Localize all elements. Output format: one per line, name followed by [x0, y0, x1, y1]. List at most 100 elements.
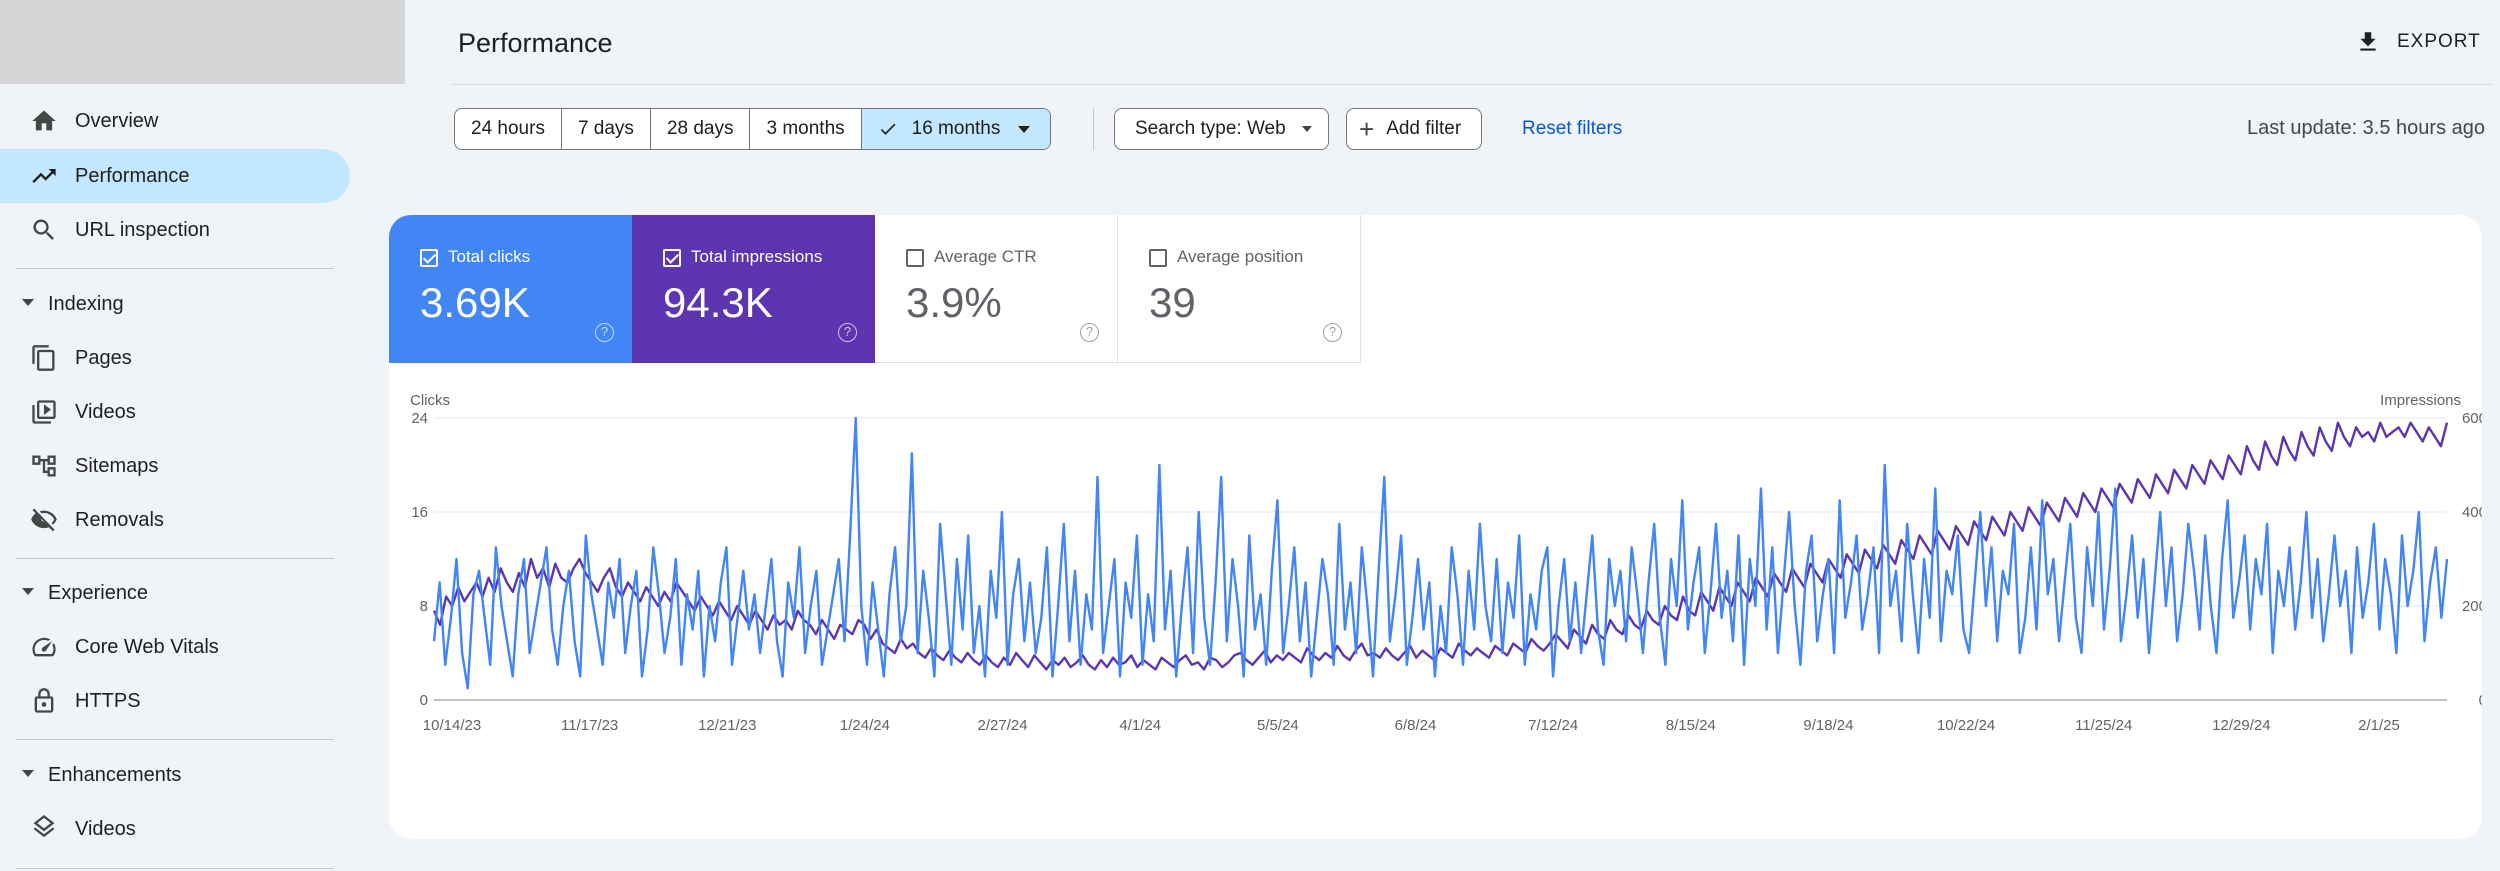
sidebar-divider [16, 739, 334, 740]
section-label: Indexing [48, 292, 124, 315]
sidebar-item-overview[interactable]: Overview [0, 94, 350, 148]
page-title: Performance [458, 28, 613, 58]
right-axis-label: Impressions [2380, 392, 2461, 409]
right-tick-label: 0 [2479, 692, 2482, 709]
video-file-icon [32, 400, 56, 424]
left-tick-label: 8 [420, 598, 428, 615]
section-experience[interactable]: Experience [0, 566, 350, 620]
checkbox-checked[interactable] [663, 249, 681, 267]
chart-grid [434, 417, 2447, 701]
home-icon [32, 110, 56, 131]
pages-icon [32, 345, 55, 371]
sidebar-item-label: URL inspection [75, 218, 210, 241]
checkbox-checked[interactable] [420, 249, 438, 267]
section-label: Experience [48, 581, 149, 604]
performance-card: Total clicks 3.69K ? Total impressions 9… [389, 215, 2482, 839]
help-icon[interactable]: ? [595, 323, 614, 342]
metric-total-impressions[interactable]: Total impressions 94.3K ? [632, 215, 875, 363]
sidebar-divider [16, 268, 334, 269]
trending-up-icon [32, 169, 56, 183]
add-filter-label: Add filter [1386, 118, 1462, 139]
sidebar-item-label: HTTPS [75, 689, 141, 712]
sitemap-icon [32, 455, 56, 477]
range-3-months[interactable]: 3 months [750, 109, 862, 149]
x-tick-label: 9/18/24 [1803, 717, 1853, 734]
property-selector-area[interactable] [0, 0, 405, 84]
checkbox-unchecked[interactable] [906, 249, 924, 267]
clicks-series-line [432, 416, 2449, 690]
range-28-days[interactable]: 28 days [651, 109, 751, 149]
metric-label: Average position [1177, 247, 1304, 266]
header-divider [452, 84, 2492, 85]
range-16-months[interactable]: 16 months [861, 109, 1051, 149]
check-icon [880, 123, 896, 135]
sidebar-item-label: Performance [75, 164, 190, 187]
caret-down-icon [22, 588, 34, 595]
help-icon[interactable]: ? [1323, 323, 1342, 342]
metric-average-position[interactable]: Average position 39 ? [1118, 215, 1361, 363]
add-filter-button[interactable]: + Add filter [1346, 108, 1483, 150]
export-button[interactable]: EXPORT [2355, 24, 2481, 60]
reset-filters-link[interactable]: Reset filters [1522, 118, 1623, 139]
x-tick-label: 11/17/23 [561, 717, 618, 734]
performance-chart[interactable]: Clicks Impressions 0 0 8 200 16 400 24 600 10/1… [389, 363, 2482, 839]
section-enhancements[interactable]: Enhancements [0, 748, 350, 802]
x-tick-label: 7/12/24 [1528, 717, 1578, 734]
help-icon[interactable]: ? [1080, 323, 1099, 342]
range-label: 16 months [911, 118, 1001, 139]
sidebar: Overview Performance URL inspection Inde… [0, 0, 405, 871]
help-icon[interactable]: ? [838, 323, 857, 342]
metric-label: Average CTR [934, 247, 1037, 266]
sidebar-item-pages[interactable]: Pages [0, 331, 350, 385]
sidebar-item-performance[interactable]: Performance [0, 149, 350, 203]
download-icon [2360, 32, 2376, 51]
x-tick-label: 12/21/23 [698, 717, 756, 734]
metric-value: 3.69K [420, 279, 530, 326]
metric-label: Total impressions [691, 247, 823, 266]
left-tick-label: 0 [420, 692, 428, 709]
checkbox-unchecked[interactable] [1149, 249, 1167, 267]
sidebar-item-label: Sitemaps [75, 454, 159, 477]
sidebar-item-removals[interactable]: Removals [0, 493, 350, 547]
sidebar-item-label: Removals [75, 508, 164, 531]
x-tick-label: 10/22/24 [1937, 717, 1995, 734]
plus-icon: + [1359, 114, 1375, 144]
x-tick-label: 12/29/24 [2212, 717, 2270, 734]
section-indexing[interactable]: Indexing [0, 277, 350, 331]
x-tick-label: 6/8/24 [1395, 717, 1437, 734]
sidebar-item-label: Videos [75, 817, 136, 840]
sidebar-item-url-inspection[interactable]: URL inspection [0, 203, 350, 257]
caret-down-icon [22, 770, 34, 777]
speed-gauge-icon [32, 637, 56, 657]
x-tick-label: 2/27/24 [978, 717, 1028, 734]
sidebar-item-sitemaps[interactable]: Sitemaps [0, 439, 350, 493]
x-tick-label: 5/5/24 [1257, 717, 1299, 734]
right-tick-label: 400 [2462, 504, 2482, 521]
metric-value: 3.9% [906, 279, 1002, 326]
sidebar-item-videos[interactable]: Videos [0, 385, 350, 439]
left-tick-label: 16 [411, 504, 428, 521]
metric-total-clicks[interactable]: Total clicks 3.69K ? [389, 215, 632, 363]
left-tick-label: 24 [411, 410, 428, 427]
sidebar-item-label: Pages [75, 346, 132, 369]
search-type-filter[interactable]: Search type: Web [1114, 108, 1329, 150]
x-tick-label: 11/25/24 [2075, 717, 2132, 734]
sidebar-item-core-web-vitals[interactable]: Core Web Vitals [0, 620, 350, 674]
sidebar-item-label: Core Web Vitals [75, 635, 219, 658]
x-tick-label: 8/15/24 [1666, 717, 1716, 734]
visibility-off-icon [31, 508, 57, 532]
metric-value: 94.3K [663, 279, 773, 326]
sidebar-item-https[interactable]: HTTPS [0, 674, 350, 728]
search-type-label: Search type: Web [1135, 118, 1286, 139]
left-axis-label: Clicks [410, 392, 450, 409]
metric-value: 39 [1149, 279, 1196, 326]
last-update-text: Last update: 3.5 hours ago [2247, 117, 2485, 139]
x-tick-label: 10/14/23 [423, 717, 481, 734]
right-tick-label: 200 [2462, 598, 2482, 615]
sidebar-item-enhancements-videos[interactable]: Videos [0, 802, 350, 856]
range-7-days[interactable]: 7 days [562, 109, 651, 149]
range-24-hours[interactable]: 24 hours [455, 109, 562, 149]
metric-average-ctr[interactable]: Average CTR 3.9% ? [875, 215, 1118, 363]
right-tick-label: 600 [2462, 410, 2482, 427]
date-range-group: 24 hours 7 days 28 days 3 months 16 mont… [454, 108, 1052, 150]
